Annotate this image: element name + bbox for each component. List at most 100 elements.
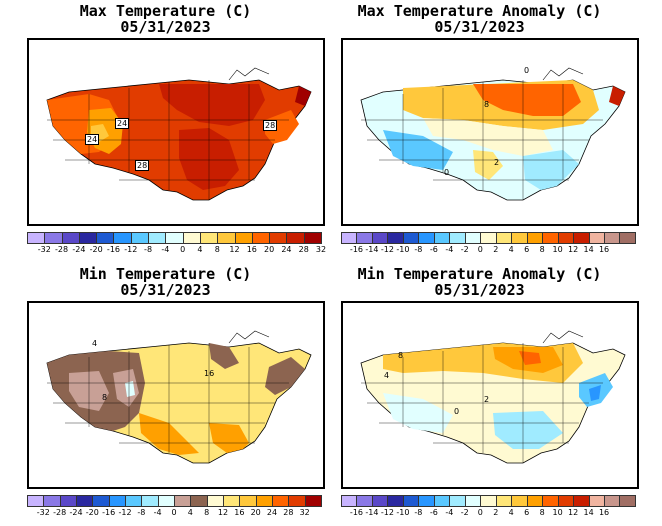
panel-date: 05/31/2023 bbox=[434, 18, 525, 36]
colorbar-tick-label: 4 bbox=[508, 508, 514, 517]
colorbar-swatch bbox=[130, 232, 150, 244]
colorbar-swatch bbox=[480, 232, 497, 244]
colorbar-swatch bbox=[433, 495, 451, 507]
colorbar-swatch bbox=[511, 232, 528, 244]
colorbar-tick-label: 12 bbox=[217, 508, 229, 517]
colorbar-swatch bbox=[108, 495, 126, 507]
colorbar-swatch bbox=[433, 232, 451, 244]
colorbar-swatch bbox=[371, 495, 389, 507]
colorbar-swatch bbox=[251, 232, 271, 244]
colorbar-swatch bbox=[222, 495, 241, 507]
colorbar-tick-label: 0 bbox=[477, 245, 483, 254]
colorbar-swatch bbox=[271, 495, 290, 507]
colorbar-swatch bbox=[286, 232, 305, 244]
colorbar-tick-label: -4 bbox=[445, 508, 454, 517]
colorbar-swatch bbox=[387, 495, 404, 507]
colorbar-tick-label: 0 bbox=[477, 508, 483, 517]
colorbar-tick-label: -28 bbox=[55, 245, 69, 254]
colorbar-swatch bbox=[464, 232, 482, 244]
colorbar-swatch bbox=[27, 495, 45, 507]
colorbar-tick-label: 0 bbox=[180, 245, 186, 254]
colorbar-tick-label: 10 bbox=[552, 245, 563, 254]
panel-min-temperature-anomaly: Min Temperature Anomaly (C) 05/31/2023 8… bbox=[314, 263, 645, 526]
panel-max-temperature-anomaly: Max Temperature Anomaly (C) 05/31/2023 0… bbox=[314, 0, 645, 263]
colorbar-tick-label: -32 bbox=[37, 245, 51, 254]
colorbar-tick-label: 10 bbox=[552, 508, 563, 517]
colorbar-tick-label: -14 bbox=[365, 508, 379, 517]
colorbar-swatch bbox=[341, 495, 358, 507]
map-label: 0 bbox=[524, 66, 530, 75]
colorbar-tick-label: 2 bbox=[493, 508, 499, 517]
colorbar-swatch bbox=[92, 495, 110, 507]
colorbar-swatch bbox=[387, 232, 404, 244]
colorbar-tick-label: -2 bbox=[460, 508, 469, 517]
colorbar-swatch bbox=[495, 495, 513, 507]
colorbar-tick-label: 6 bbox=[524, 508, 530, 517]
colorbar-swatch bbox=[449, 232, 466, 244]
colorbar-swatch bbox=[495, 232, 513, 244]
colorbar-tick-label: 32 bbox=[299, 508, 310, 517]
colorbar-swatch bbox=[255, 495, 273, 507]
colorbar-swatch bbox=[603, 495, 621, 507]
colorbar-swatch bbox=[557, 495, 575, 507]
colorbar-swatch bbox=[418, 495, 435, 507]
colorbar-tick-label: -12 bbox=[380, 508, 394, 517]
colorbar-swatch bbox=[526, 232, 544, 244]
map-label: 8 bbox=[484, 100, 490, 109]
colorbar-tick-label: -6 bbox=[429, 245, 438, 254]
colorbar-tick-label: -16 bbox=[349, 245, 364, 254]
colorbar-tick-label: -2 bbox=[460, 245, 469, 254]
colorbar-tick-label: -4 bbox=[445, 245, 454, 254]
colorbar-swatch bbox=[199, 232, 219, 244]
colorbar-tick-label: 2 bbox=[493, 245, 499, 254]
panel-title: Min Temperature (C) bbox=[79, 265, 252, 283]
colorbar-tick-label: 20 bbox=[264, 245, 275, 254]
panel-max-temperature: Max Temperature (C) 05/31/2023 24 24 28 … bbox=[0, 0, 331, 263]
colorbar-labels: -16 -14 -12 -10 -8 -6 -4 -2 0 2 4 6 8 10 12 14 16 bbox=[341, 508, 635, 518]
colorbar-swatch bbox=[124, 495, 143, 507]
colorbar-tick-label: -24 bbox=[69, 508, 83, 517]
colorbar-max-temperature-anomaly: -16 -14 -12 -10 -8 -6 -4 -2 0 2 4 6 8 10 12 14 16 bbox=[341, 232, 636, 254]
colorbar-tick-label: -8 bbox=[414, 508, 423, 517]
map-max-temperature-anomaly: 0 8 2 0 bbox=[341, 38, 639, 226]
colorbar-tick-label: -4 bbox=[161, 245, 170, 254]
colorbar-tick-label: -10 bbox=[396, 508, 410, 517]
panel-date: 05/31/2023 bbox=[120, 18, 211, 36]
colorbar-min-temperature-anomaly: -16 -14 -12 -10 -8 -6 -4 -2 0 2 4 6 8 10 12 14 16 bbox=[341, 495, 636, 517]
colorbar-labels: -32 -28 -24 -20 -16 -12 -8 -4 0 4 8 12 16 20 24 28 32 bbox=[27, 508, 321, 518]
map-label: 16 bbox=[204, 369, 215, 378]
colorbar-swatch bbox=[542, 232, 559, 244]
colorbar-swatch bbox=[480, 495, 497, 507]
map-label: 24 bbox=[115, 118, 130, 129]
colorbar-swatch bbox=[113, 232, 132, 244]
colorbar-tick-label: 4 bbox=[187, 508, 193, 517]
colorbar-swatch bbox=[304, 495, 322, 507]
colorbar-swatch bbox=[234, 232, 253, 244]
colorbar-max-temperature: -32 -28 -24 -20 -16 -12 -8 -4 0 4 8 12 16 20 24 28 32 bbox=[27, 232, 326, 254]
colorbar-tick-label: 28 bbox=[283, 508, 294, 517]
colorbar-swatch bbox=[75, 495, 94, 507]
colorbar-tick-label: -32 bbox=[36, 508, 50, 517]
colorbar-swatch bbox=[78, 232, 98, 244]
colorbar-tick-label: 4 bbox=[197, 245, 203, 254]
map-max-temperature: 24 24 28 28 bbox=[27, 38, 325, 226]
colorbar-swatch bbox=[59, 495, 77, 507]
colorbar-tick-label: -16 bbox=[106, 245, 121, 254]
map-label: 8 bbox=[102, 393, 108, 402]
panel-min-temperature: Min Temperature (C) 05/31/2023 4 8 16 -3… bbox=[0, 263, 331, 526]
colorbar-swatches bbox=[27, 495, 322, 507]
colorbar-swatch bbox=[619, 495, 636, 507]
colorbar-swatch bbox=[141, 495, 159, 507]
colorbar-tick-label: -6 bbox=[429, 508, 438, 517]
colorbar-labels: -16 -14 -12 -10 -8 -6 -4 -2 0 2 4 6 8 10 12 14 16 bbox=[341, 245, 635, 255]
map-label: 4 bbox=[384, 371, 390, 380]
colorbar-swatch bbox=[288, 495, 306, 507]
colorbar-swatch bbox=[61, 232, 80, 244]
colorbar-tick-label: 8 bbox=[204, 508, 210, 517]
colorbar-swatch bbox=[402, 495, 420, 507]
colorbar-tick-label: -12 bbox=[124, 245, 138, 254]
colorbar-tick-label: 14 bbox=[583, 508, 594, 517]
colorbar-tick-label: 32 bbox=[315, 245, 327, 254]
colorbar-tick-label: 12 bbox=[568, 508, 579, 517]
colorbar-tick-label: -16 bbox=[349, 508, 364, 517]
